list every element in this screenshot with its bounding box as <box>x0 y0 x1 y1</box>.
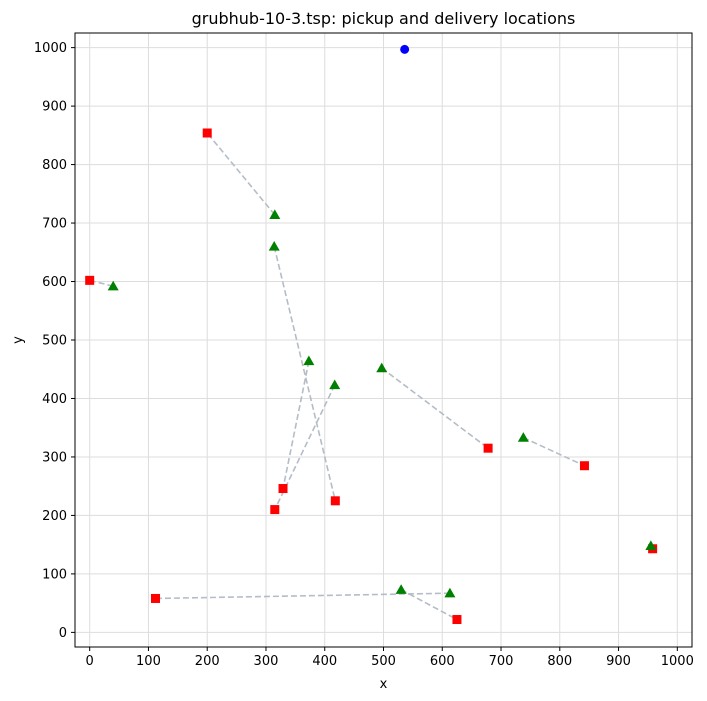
pickup-point-3 <box>303 355 315 366</box>
y-tick-label-4: 400 <box>42 392 67 407</box>
x-tick-label-6: 600 <box>430 654 455 669</box>
y-tick-label-3: 300 <box>42 450 67 465</box>
y-tick-label-5: 500 <box>42 334 67 349</box>
y-tick-label-6: 600 <box>42 275 67 290</box>
y-axis-label: y <box>11 336 26 344</box>
pair-link-9 <box>155 592 450 600</box>
axis-ticks: 0 100 200 300 400 500 600 700 800 900 1000 0 100 200 3… <box>34 41 694 669</box>
pickup-point-1 <box>107 280 119 291</box>
pickup-point-7 <box>645 540 657 550</box>
x-tick-label-5: 500 <box>371 654 396 669</box>
pair-link-3 <box>282 360 310 489</box>
y-tick-label-8: 800 <box>42 158 67 173</box>
chart-title: grubhub-10-3.tsp: pickup and delivery lo… <box>192 9 576 28</box>
pickup-point-9 <box>444 587 456 598</box>
delivery-point-0 <box>202 128 212 138</box>
delivery-point-4 <box>270 505 280 515</box>
y-tick-label-2: 200 <box>42 509 67 524</box>
pair-link-6 <box>523 436 585 467</box>
delivery-point-8 <box>452 615 462 625</box>
x-tick-label-9: 900 <box>606 654 631 669</box>
grid <box>75 33 692 647</box>
pickup-point-2 <box>268 240 280 251</box>
delivery-point-1 <box>85 275 95 285</box>
delivery-point-9 <box>151 593 161 603</box>
pickup-point-6 <box>517 432 529 442</box>
pickup-point-0 <box>269 209 281 219</box>
x-tick-label-3: 300 <box>254 654 279 669</box>
x-tick-label-1: 100 <box>136 654 161 669</box>
depot-point <box>400 44 410 54</box>
pair-link-2 <box>273 246 337 501</box>
x-tick-label-10: 1000 <box>661 654 694 669</box>
x-tick-label-4: 400 <box>312 654 337 669</box>
x-tick-label-7: 700 <box>489 654 514 669</box>
pair-link-4 <box>274 384 336 510</box>
delivery-point-6 <box>579 461 589 471</box>
x-tick-label-0: 0 <box>86 654 94 669</box>
pickup-point-4 <box>329 379 341 390</box>
pair-link-5 <box>381 367 489 449</box>
delivery-point-3 <box>278 484 288 494</box>
location-markers <box>85 44 658 625</box>
x-tick-label-2: 200 <box>195 654 220 669</box>
pickup-point-5 <box>376 362 388 373</box>
y-tick-label-9: 900 <box>42 100 67 115</box>
y-tick-label-0: 0 <box>59 626 67 641</box>
pickup-point-8 <box>395 584 407 594</box>
x-axis-label: x <box>380 677 388 692</box>
y-tick-label-7: 700 <box>42 217 67 232</box>
y-tick-label-10: 1000 <box>34 41 67 56</box>
delivery-point-2 <box>330 496 340 506</box>
delivery-point-5 <box>483 443 493 453</box>
y-tick-label-1: 100 <box>42 567 67 582</box>
x-tick-label-8: 800 <box>547 654 572 669</box>
